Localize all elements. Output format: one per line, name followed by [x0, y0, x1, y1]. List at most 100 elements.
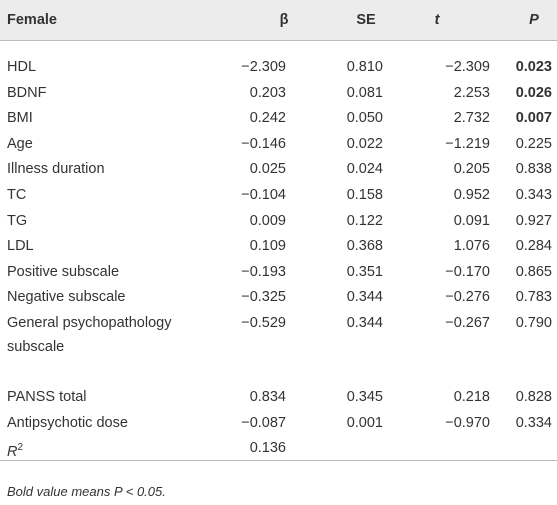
row-label-text: Illness duration: [7, 161, 105, 178]
row-label-text: TG: [7, 212, 28, 229]
value-cell: −0.104: [241, 186, 286, 203]
row-label: BDNF: [7, 79, 197, 105]
row-label-text: R: [7, 443, 18, 460]
value-cell: 0.343: [515, 186, 552, 203]
value-cell: 0.344: [346, 289, 383, 306]
value-cell: −0.170: [445, 263, 490, 280]
table-row: TG 0.009 0.122 0.091 0.927: [0, 207, 557, 233]
value-cell: −0.193: [241, 263, 286, 280]
table-row: Age −0.146 0.022 −1.219 0.225: [0, 130, 557, 156]
row-label: BMI: [7, 104, 197, 130]
value-cell: 1.076: [453, 238, 490, 255]
value-cell: −0.325: [241, 289, 286, 306]
value-cell: −2.309: [445, 59, 490, 75]
value-cell: 0.284: [515, 238, 552, 255]
value-cell: −0.146: [241, 135, 286, 152]
row-label: TG: [7, 207, 197, 233]
value-cell: 0.790: [515, 314, 552, 331]
value-cell: 0.001: [346, 414, 383, 431]
table-row: BMI 0.242 0.050 2.732 0.007: [0, 104, 557, 130]
value-cell: −0.276: [445, 289, 490, 306]
row-label: TC: [7, 181, 197, 207]
table-row: General psychopathology subscale −0.529 0.…: [0, 309, 557, 383]
row-label: PANSS total: [7, 383, 197, 409]
row-label-text: BMI: [7, 110, 33, 127]
value-cell: 0.952: [453, 186, 490, 203]
table-row: Negative subscale −0.325 0.344 −0.276 0.783: [0, 283, 557, 309]
value-cell: 2.253: [453, 84, 490, 101]
value-cell: 0.026: [515, 84, 552, 101]
value-cell: 0.109: [249, 238, 286, 255]
value-cell: −1.219: [445, 135, 490, 152]
value-cell: −0.529: [241, 314, 286, 331]
column-header: β: [279, 12, 289, 28]
header-row: Female β SE t P: [0, 0, 557, 41]
value-cell: 0.025: [249, 161, 286, 178]
value-cell: −2.309: [241, 59, 286, 75]
value-cell: 0.024: [346, 161, 383, 178]
table-row: R2 0.136: [0, 434, 557, 461]
table-row: BDNF 0.203 0.081 2.253 0.026: [0, 79, 557, 105]
row-label: Age: [7, 130, 197, 156]
table-row: PANSS total 0.834 0.345 0.218 0.828: [0, 383, 557, 409]
value-cell: −0.087: [241, 414, 286, 431]
row-label: LDL: [7, 232, 197, 258]
value-cell: 0.122: [346, 212, 383, 229]
row-label: HDL: [7, 53, 197, 79]
table-row: Illness duration 0.025 0.024 0.205 0.838: [0, 155, 557, 181]
row-label-text: Negative subscale: [7, 289, 126, 306]
row-label-text: BDNF: [7, 84, 47, 101]
row-label: General psychopathology subscale: [7, 309, 197, 359]
value-cell: 0.242: [249, 110, 286, 127]
value-cell: 0.865: [515, 263, 552, 280]
row-label: Positive subscale: [7, 258, 197, 284]
value-cell: 0.838: [515, 161, 552, 178]
value-cell: 0.081: [346, 84, 383, 101]
value-cell: 0.368: [346, 238, 383, 255]
value-cell: 0.810: [346, 59, 383, 75]
row-label-text: HDL: [7, 59, 37, 75]
row-label: Antipsychotic dose: [7, 409, 197, 435]
value-cell: −0.970: [445, 414, 490, 431]
value-cell: 0.783: [515, 289, 552, 306]
value-cell: 0.828: [515, 388, 552, 405]
row-label: Illness duration: [7, 155, 197, 181]
value-cell: 0.203: [249, 84, 286, 101]
row-label-text: TC: [7, 186, 27, 203]
row-label: Negative subscale: [7, 283, 197, 309]
table: Female β SE t P HDL −2.309 0.810 −2.309 0.023 BDNF…: [0, 0, 557, 461]
row-label-text: General psychopathology subscale: [7, 314, 172, 355]
value-cell: 0.351: [346, 263, 383, 280]
value-cell: 0.009: [249, 212, 286, 229]
row-label: R2: [7, 434, 197, 464]
row-label-text: Positive subscale: [7, 263, 120, 280]
row-label-text: Antipsychotic dose: [7, 414, 128, 431]
value-cell: 0.023: [515, 59, 552, 75]
column-header: SE: [356, 12, 376, 28]
column-header: Female: [7, 12, 57, 28]
value-cell: 0.205: [453, 161, 490, 178]
table-row: HDL −2.309 0.810 −2.309 0.023: [0, 53, 557, 79]
row-label-text: PANSS total: [7, 388, 87, 405]
value-cell: −0.267: [445, 314, 490, 331]
value-cell: 0.007: [515, 110, 552, 127]
row-label-text: LDL: [7, 238, 34, 255]
table-row: TC −0.104 0.158 0.952 0.343: [0, 181, 557, 207]
value-cell: 0.136: [249, 440, 286, 457]
value-cell: 0.345: [346, 388, 383, 405]
value-cell: 0.225: [515, 135, 552, 152]
value-cell: 0.344: [346, 314, 383, 331]
row-label-sup: 2: [17, 442, 24, 454]
value-cell: 0.091: [453, 212, 490, 229]
value-cell: 0.050: [346, 110, 383, 127]
value-cell: 0.927: [515, 212, 552, 229]
value-cell: 0.158: [346, 186, 383, 203]
value-cell: 0.834: [249, 388, 286, 405]
footnote: Bold value means P < 0.05.: [7, 484, 166, 499]
value-cell: 0.218: [453, 388, 490, 405]
value-cell: 2.732: [453, 110, 490, 127]
column-header: t: [434, 12, 440, 28]
value-cell: 0.022: [346, 135, 383, 152]
table-row: LDL 0.109 0.368 1.076 0.284: [0, 232, 557, 258]
